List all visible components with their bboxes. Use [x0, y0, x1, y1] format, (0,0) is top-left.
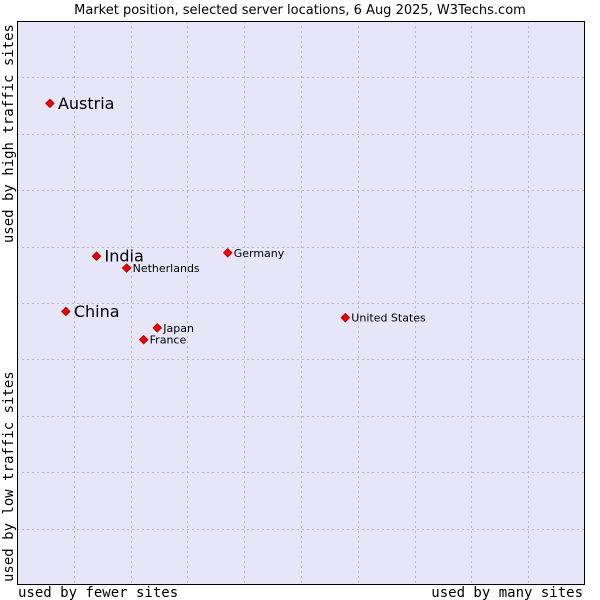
- point-label-united-states: United States: [351, 312, 426, 325]
- y-axis-low-label: used by low traffic sites: [1, 371, 17, 582]
- point-label-india: India: [105, 247, 144, 266]
- point-marker-china: [61, 306, 71, 317]
- point-marker-japan: [152, 323, 163, 333]
- point-label-netherlands: Netherlands: [133, 262, 200, 275]
- point-marker-united-states: [340, 312, 351, 323]
- x-axis-low-label: used by fewer sites: [18, 585, 178, 600]
- point-label-france: France: [150, 334, 187, 347]
- point-marker-austria: [45, 98, 55, 109]
- grid-lines: [17, 21, 585, 585]
- point-label-china: China: [74, 302, 120, 321]
- point-label-japan: Japan: [162, 322, 194, 335]
- point-marker-germany: [222, 247, 233, 258]
- point-label-austria: Austria: [58, 94, 115, 113]
- chart-title: Market position, selected server locatio…: [74, 3, 526, 18]
- point-marker-india: [91, 251, 102, 261]
- x-axis-high-label: used by many sites: [431, 585, 583, 600]
- point-label-germany: Germany: [234, 247, 285, 260]
- point-marker-france: [138, 334, 149, 345]
- plot-frame: [17, 21, 585, 585]
- y-axis-high-label: used by high traffic sites: [1, 24, 17, 243]
- data-points: Austria India China Germany Netherlands Unite…: [45, 94, 426, 347]
- point-marker-netherlands: [121, 263, 132, 273]
